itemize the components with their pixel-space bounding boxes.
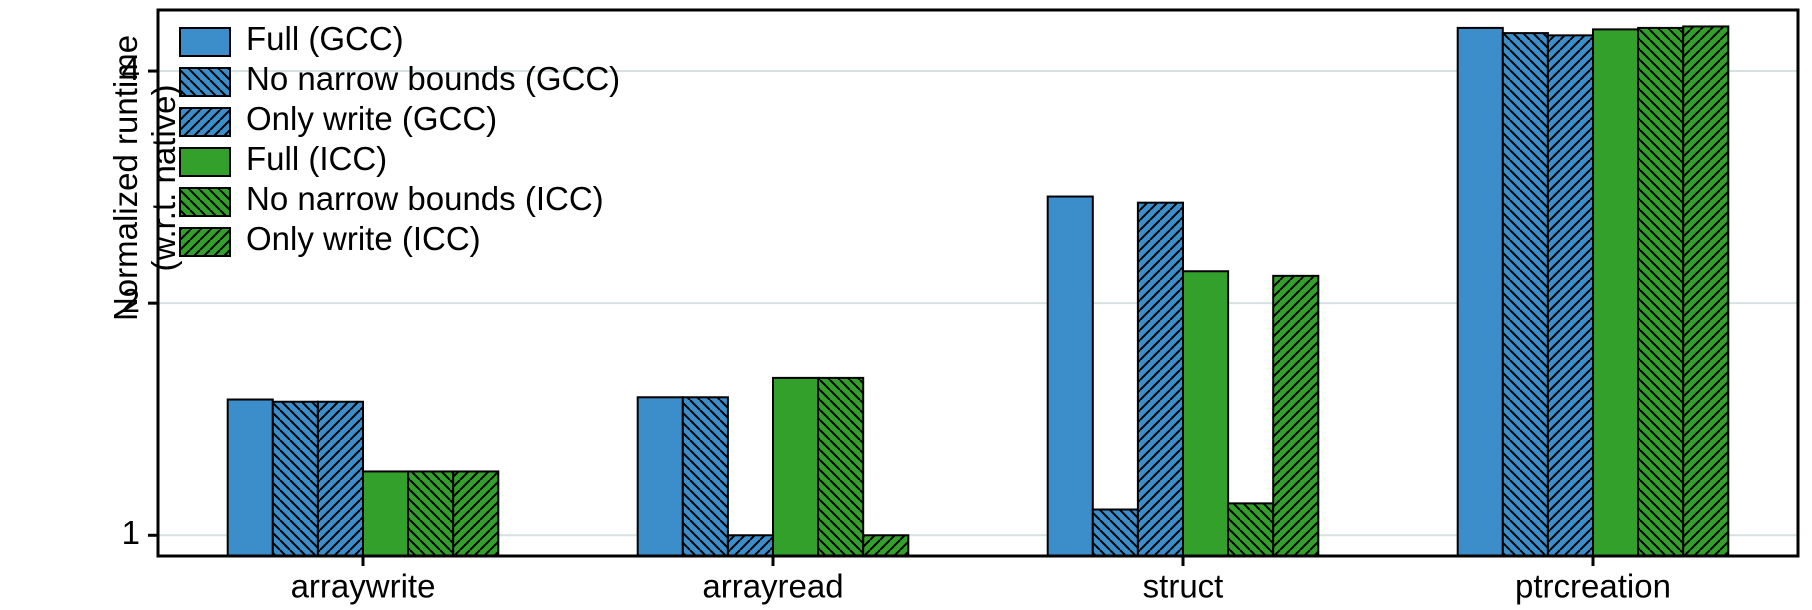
bar (273, 402, 318, 556)
bar (1273, 276, 1318, 556)
y-tick-label: 1 (122, 514, 140, 551)
bar (1048, 197, 1093, 556)
bar (318, 402, 363, 556)
bar (1683, 26, 1728, 556)
x-tick-label: arraywrite (291, 567, 436, 604)
y-axis-label: Normalized runtime (w.r.t. native) (107, 35, 183, 321)
bar (1458, 28, 1503, 556)
bar (1228, 503, 1273, 556)
bar (228, 400, 273, 556)
bar (408, 471, 453, 556)
bar (728, 535, 773, 556)
bar (773, 378, 818, 556)
legend-label: Only write (ICC) (246, 220, 481, 257)
legend-swatch (180, 228, 230, 256)
bar (1503, 33, 1548, 556)
bar (1138, 203, 1183, 556)
bar (638, 397, 683, 556)
legend-swatch (180, 108, 230, 136)
y-axis-label-line1: Normalized runtime (107, 35, 145, 321)
bar (363, 471, 408, 556)
bar (1548, 35, 1593, 556)
x-tick-label: arrayread (702, 567, 843, 604)
chart-container: Normalized runtime (w.r.t. native) 124ar… (0, 0, 1812, 610)
legend-label: Only write (GCC) (246, 100, 497, 137)
legend-swatch (180, 68, 230, 96)
y-axis-label-line2: (w.r.t. native) (145, 35, 183, 321)
chart-svg: 124arraywritearrayreadstructptrcreationF… (0, 0, 1812, 610)
legend-swatch (180, 188, 230, 216)
bar (453, 471, 498, 556)
bar (1593, 29, 1638, 556)
bar (1093, 510, 1138, 556)
bar (818, 378, 863, 556)
bar (863, 535, 908, 556)
legend-label: Full (GCC) (246, 20, 404, 57)
bar (1183, 271, 1228, 556)
bar (1638, 28, 1683, 556)
legend-label: Full (ICC) (246, 140, 387, 177)
legend-swatch (180, 28, 230, 56)
bar (683, 397, 728, 556)
x-tick-label: ptrcreation (1515, 567, 1671, 604)
legend-swatch (180, 148, 230, 176)
legend-label: No narrow bounds (GCC) (246, 60, 620, 97)
x-tick-label: struct (1143, 567, 1224, 604)
legend-label: No narrow bounds (ICC) (246, 180, 604, 217)
